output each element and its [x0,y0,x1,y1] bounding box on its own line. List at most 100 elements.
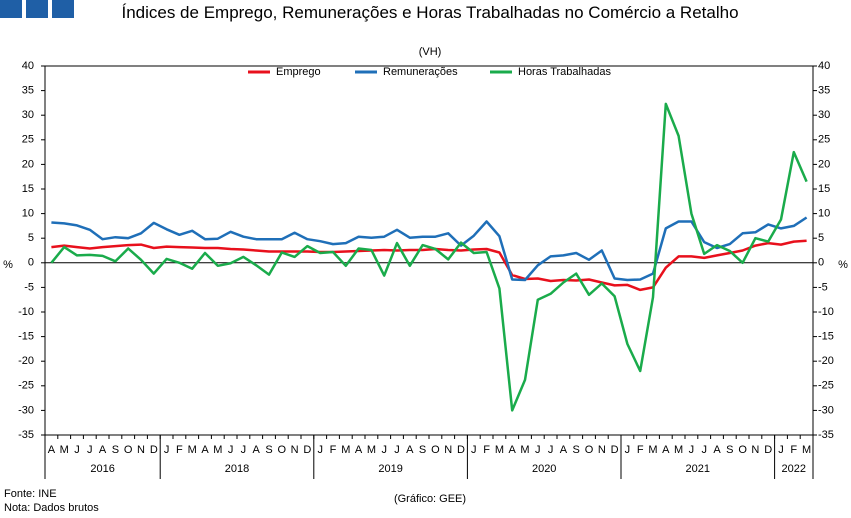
x-tick-label: M [213,444,222,456]
x-tick-label: D [150,444,158,456]
x-tick-label: D [764,444,772,456]
x-tick-label: M [802,444,811,456]
x-tick-label: A [713,444,721,456]
year-label: 2019 [378,463,402,475]
series-line [51,239,807,292]
y2-tick-label: -5 [818,281,828,293]
year-label: 2022 [782,463,806,475]
y2-tick-label: -20 [818,355,834,367]
logo-square [0,0,22,18]
y-tick-label: -25 [18,380,34,392]
x-tick-label: O [124,444,133,456]
legend-label: Emprego [276,66,321,78]
y2-axis-label: % [838,259,848,271]
credit: (Gráfico: GEE) [394,493,466,505]
x-tick-label: S [265,444,272,456]
year-label: 2016 [90,463,114,475]
x-tick-label: M [495,444,504,456]
x-tick-label: J [87,444,93,456]
x-tick-label: A [662,444,670,456]
y-tick-label: 5 [28,232,34,244]
source: Fonte: INE [4,488,57,500]
x-tick-label: A [355,444,363,456]
y2-tick-label: 10 [818,208,830,220]
x-tick-label: M [520,444,529,456]
legend-label: Remunerações [383,66,458,78]
x-tick-label: O [431,444,440,456]
y-tick-label: -10 [18,306,34,318]
y2-tick-label: 15 [818,183,830,195]
x-tick-label: M [341,444,350,456]
x-tick-label: A [253,444,261,456]
y-tick-label: 10 [22,208,34,220]
x-tick-label: J [394,444,400,456]
x-tick-label: J [74,444,80,456]
x-tick-label: F [483,444,490,456]
y2-tick-label: -25 [818,380,834,392]
x-tick-label: J [701,444,707,456]
y2-tick-label: 20 [818,158,830,170]
x-tick-label: S [419,444,426,456]
x-tick-label: J [625,444,631,456]
x-tick-label: N [444,444,452,456]
y2-tick-label: -10 [818,306,834,318]
x-tick-label: A [406,444,414,456]
chart-title: Índices de Emprego, Remunerações e Horas… [121,3,739,22]
series-line [51,216,808,282]
x-tick-label: M [648,444,657,456]
x-tick-label: J [317,444,323,456]
x-tick-label: O [738,444,747,456]
x-tick-label: J [548,444,554,456]
y2-tick-label: 35 [818,85,830,97]
y2-tick-label: 25 [818,134,830,146]
series-line [50,102,808,412]
y-tick-label: 15 [22,183,34,195]
y2-tick-label: 30 [818,109,830,121]
x-tick-label: J [778,444,784,456]
y-tick-label: 20 [22,158,34,170]
x-tick-label: J [241,444,247,456]
y-tick-label: -20 [18,355,34,367]
x-tick-label: A [48,444,56,456]
x-tick-label: A [560,444,568,456]
y-tick-label: 40 [22,60,34,72]
note: Nota: Dados brutos [4,502,99,514]
y-tick-label: -15 [18,331,34,343]
x-tick-label: M [674,444,683,456]
x-tick-label: F [790,444,797,456]
y2-tick-label: 5 [818,232,824,244]
year-label: 2021 [686,463,710,475]
x-tick-label: N [751,444,759,456]
y-axis-label: % [3,259,13,271]
y2-tick-label: -30 [818,404,834,416]
x-tick-label: M [367,444,376,456]
x-tick-label: F [176,444,183,456]
x-tick-label: S [112,444,119,456]
subtitle: (VH) [419,46,442,58]
y2-tick-label: -35 [818,429,834,441]
x-tick-label: J [228,444,234,456]
y2-tick-label: 40 [818,60,830,72]
year-label: 2018 [225,463,249,475]
logo-square [26,0,48,18]
x-tick-label: S [726,444,733,456]
y-tick-label: 25 [22,134,34,146]
x-tick-label: J [164,444,170,456]
x-tick-label: A [201,444,209,456]
x-tick-label: A [509,444,517,456]
x-tick-label: J [381,444,387,456]
x-tick-label: D [303,444,311,456]
y2-tick-label: 0 [818,257,824,269]
y-tick-label: -5 [24,281,34,293]
x-tick-label: S [573,444,580,456]
x-tick-label: M [60,444,69,456]
y-tick-label: 30 [22,109,34,121]
x-tick-label: O [278,444,287,456]
year-label: 2020 [532,463,556,475]
x-tick-label: D [611,444,619,456]
y-tick-label: 0 [28,257,34,269]
x-tick-label: F [330,444,337,456]
legend-label: Horas Trabalhadas [518,66,611,78]
x-tick-label: D [457,444,465,456]
